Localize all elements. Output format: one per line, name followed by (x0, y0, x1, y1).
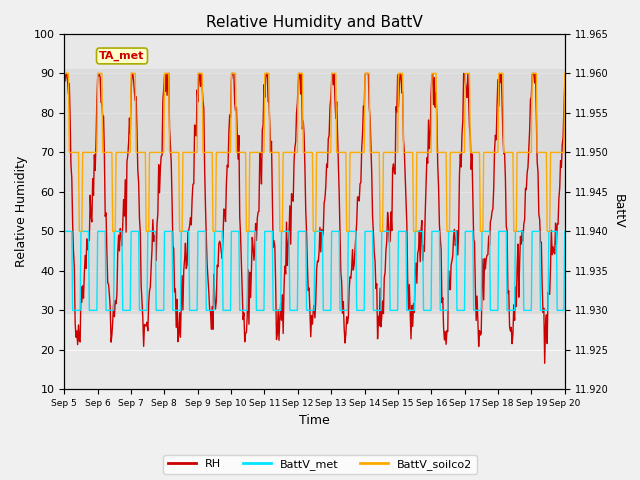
Bar (64, 70, 564, 314)
X-axis label: Time: Time (299, 414, 330, 427)
Y-axis label: BattV: BattV (612, 194, 625, 229)
Title: Relative Humidity and BattV: Relative Humidity and BattV (206, 15, 423, 30)
Y-axis label: Relative Humidity: Relative Humidity (15, 156, 28, 267)
Text: TA_met: TA_met (99, 51, 145, 61)
Legend: RH, BattV_met, BattV_soilco2: RH, BattV_met, BattV_soilco2 (163, 455, 477, 474)
